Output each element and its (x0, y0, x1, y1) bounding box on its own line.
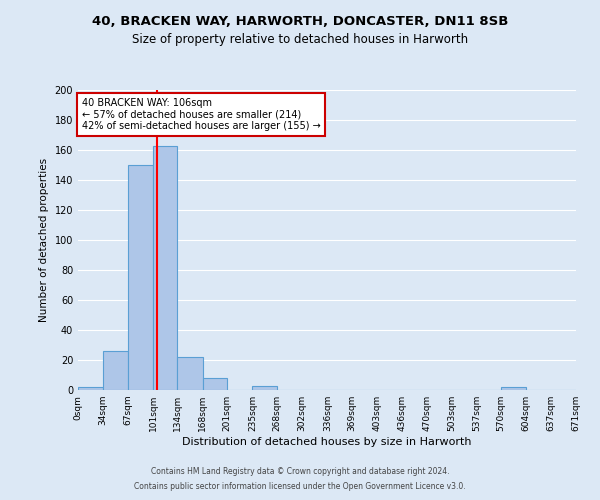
Bar (203, 378, 227, 390)
Y-axis label: Number of detached properties: Number of detached properties (39, 158, 49, 322)
Bar (78, 387, 103, 390)
X-axis label: Distribution of detached houses by size in Harworth: Distribution of detached houses by size … (182, 437, 472, 447)
Text: Contains public sector information licensed under the Open Government Licence v3: Contains public sector information licen… (134, 482, 466, 491)
Text: Size of property relative to detached houses in Harworth: Size of property relative to detached ho… (132, 32, 468, 46)
Bar (178, 357, 203, 390)
Bar (501, 387, 526, 390)
Text: 40 BRACKEN WAY: 106sqm
← 57% of detached houses are smaller (214)
42% of semi-de: 40 BRACKEN WAY: 106sqm ← 57% of detached… (82, 98, 320, 130)
Text: 40, BRACKEN WAY, HARWORTH, DONCASTER, DN11 8SB: 40, BRACKEN WAY, HARWORTH, DONCASTER, DN… (92, 15, 508, 28)
Bar (253, 386, 277, 390)
Bar (103, 351, 128, 390)
Text: Contains HM Land Registry data © Crown copyright and database right 2024.: Contains HM Land Registry data © Crown c… (151, 467, 449, 476)
Bar (153, 146, 178, 390)
Bar (128, 165, 153, 390)
